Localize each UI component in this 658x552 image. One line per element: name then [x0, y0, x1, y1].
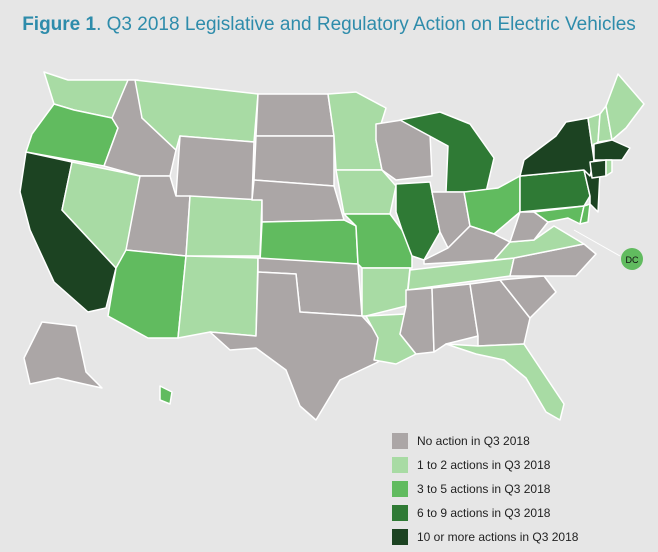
- state-AZ[interactable]: [107, 249, 187, 339]
- legend-label-none: No action in Q3 2018: [417, 433, 530, 448]
- state-SD[interactable]: [253, 135, 335, 187]
- legend-swatch-3-5: [392, 480, 408, 497]
- state-HI[interactable]: [159, 385, 173, 405]
- legend-swatch-none: [392, 432, 408, 449]
- legend-item-none: No action in Q3 2018: [392, 432, 578, 449]
- legend-item-10-plus: 10 or more actions in Q3 2018: [392, 528, 578, 545]
- state-RI[interactable]: [605, 159, 613, 177]
- legend-swatch-6-9: [392, 504, 408, 521]
- state-MA[interactable]: [593, 139, 631, 161]
- state-MD[interactable]: [533, 205, 585, 225]
- state-IA[interactable]: [335, 169, 397, 215]
- legend-item-6-9: 6 to 9 actions in Q3 2018: [392, 504, 578, 521]
- state-MI[interactable]: [399, 111, 495, 193]
- state-MO[interactable]: [343, 213, 413, 269]
- state-PA[interactable]: [519, 169, 591, 213]
- state-NE[interactable]: [251, 179, 345, 223]
- legend: No action in Q3 2018 1 to 2 actions in Q…: [392, 432, 578, 552]
- state-CT[interactable]: [589, 159, 607, 179]
- legend-swatch-1-2: [392, 456, 408, 473]
- state-NY[interactable]: [519, 117, 595, 177]
- state-NM[interactable]: [177, 255, 259, 339]
- dc-marker[interactable]: [621, 248, 643, 270]
- state-ME[interactable]: [605, 73, 645, 141]
- dc-label: DC: [626, 255, 639, 265]
- state-ND[interactable]: [255, 93, 335, 137]
- state-TX[interactable]: [209, 271, 383, 421]
- figure-label: Figure 1: [22, 14, 97, 35]
- state-KS[interactable]: [259, 219, 359, 265]
- dc-leader-line: [573, 229, 621, 257]
- legend-label-1-2: 1 to 2 actions in Q3 2018: [417, 457, 551, 472]
- figure-title: Figure 1. Q3 2018 Legislative and Regula…: [0, 14, 658, 36]
- figure-title-text: . Q3 2018 Legislative and Regulatory Act…: [96, 14, 636, 35]
- state-IL[interactable]: [395, 181, 441, 261]
- state-FL[interactable]: [445, 343, 565, 421]
- state-DE[interactable]: [579, 203, 591, 225]
- state-AR[interactable]: [361, 267, 411, 317]
- state-AK[interactable]: [23, 321, 103, 389]
- legend-swatch-10-plus: [392, 528, 408, 545]
- legend-item-3-5: 3 to 5 actions in Q3 2018: [392, 480, 578, 497]
- state-CO[interactable]: [185, 195, 263, 257]
- legend-item-1-2: 1 to 2 actions in Q3 2018: [392, 456, 578, 473]
- state-AL[interactable]: [431, 283, 479, 353]
- state-WY[interactable]: [175, 135, 255, 201]
- state-KY[interactable]: [423, 225, 511, 265]
- legend-label-6-9: 6 to 9 actions in Q3 2018: [417, 505, 551, 520]
- legend-label-3-5: 3 to 5 actions in Q3 2018: [417, 481, 551, 496]
- state-SC[interactable]: [499, 275, 557, 319]
- legend-label-10-plus: 10 or more actions in Q3 2018: [417, 529, 579, 544]
